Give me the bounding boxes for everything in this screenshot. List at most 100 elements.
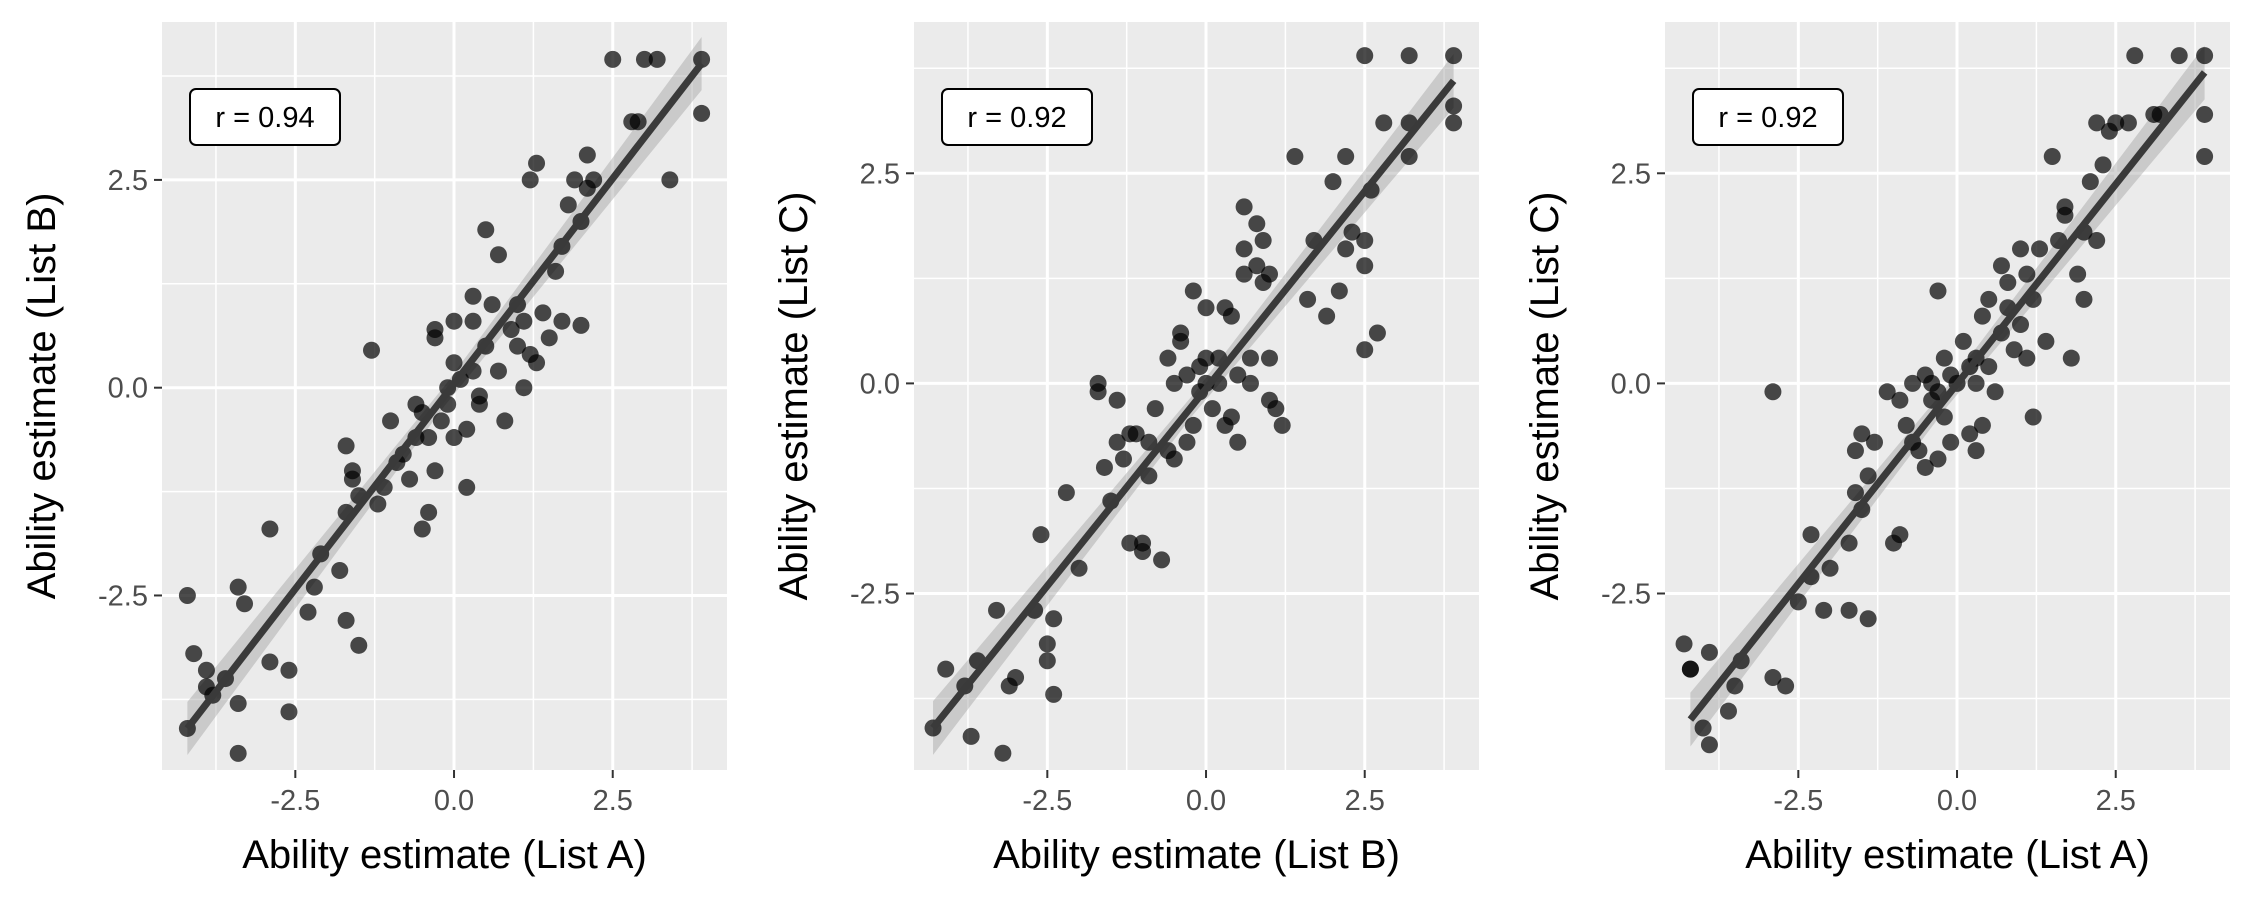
data-point — [1299, 290, 1317, 308]
data-point — [502, 321, 520, 339]
correlation-annotation: r = 0.92 — [967, 102, 1066, 134]
data-point — [534, 304, 552, 322]
data-point — [1095, 458, 1113, 476]
y-tick-label: 2.5 — [1611, 158, 1651, 190]
data-point — [420, 429, 438, 447]
data-point — [1897, 416, 1915, 434]
data-point — [2069, 265, 2087, 283]
y-tick-label: -2.5 — [1601, 579, 1651, 611]
data-point — [1178, 433, 1196, 451]
data-point — [540, 329, 558, 347]
data-point — [1127, 425, 1145, 443]
data-point — [2075, 290, 2093, 308]
data-point — [1980, 290, 1998, 308]
data-point — [1821, 559, 1839, 577]
data-point — [988, 601, 1006, 619]
x-tick-label: -2.5 — [270, 785, 320, 817]
data-point — [2196, 147, 2214, 165]
data-point — [1241, 349, 1259, 367]
correlation-annotation: r = 0.92 — [1718, 102, 1817, 134]
data-point — [337, 611, 355, 629]
data-point — [2018, 265, 2036, 283]
panel-1: -2.5 0.0 2.5 -2.5 0.0 2.5 Ability estimate (Li… — [20, 22, 727, 877]
data-point — [1356, 257, 1374, 275]
data-point — [1891, 526, 1909, 544]
data-point — [178, 586, 196, 604]
data-point — [2196, 105, 2214, 123]
data-point — [2037, 332, 2055, 350]
data-point — [1445, 97, 1463, 115]
data-point — [1229, 433, 1247, 451]
data-point — [1045, 610, 1063, 628]
data-point — [994, 744, 1012, 762]
data-point — [1318, 307, 1336, 325]
data-point — [2012, 316, 2030, 334]
data-point — [1337, 147, 1355, 165]
data-point — [1368, 324, 1386, 342]
data-point — [1891, 391, 1909, 409]
data-point — [489, 362, 507, 380]
data-point — [1935, 349, 1953, 367]
data-point — [547, 262, 565, 280]
y-axis-title: Ability estimate (List C) — [772, 192, 816, 601]
data-point — [1273, 416, 1291, 434]
data-point — [1241, 374, 1259, 392]
regression-line — [930, 78, 1457, 731]
data-point — [1032, 526, 1050, 544]
panel-3: -2.5 0.0 2.5 -2.5 0.0 2.5 Ability estimate (Li… — [1523, 22, 2230, 877]
data-point — [1726, 677, 1744, 695]
data-point — [343, 470, 361, 488]
annotation-box — [941, 88, 1093, 146]
panel-2: -2.5 0.0 2.5 -2.5 0.0 2.5 Ability estimate (Li… — [772, 22, 1479, 877]
data-point — [1261, 349, 1279, 367]
data-point — [1777, 677, 1795, 695]
data-point — [1184, 416, 1202, 434]
data-point — [305, 578, 323, 596]
data-point — [1859, 610, 1877, 628]
data-point — [1197, 349, 1215, 367]
data-point — [2107, 114, 2125, 132]
x-tick-label: 0.0 — [1937, 785, 1977, 817]
data-point — [489, 246, 507, 264]
data-point — [1108, 433, 1126, 451]
data-point — [1153, 551, 1171, 569]
data-point — [1859, 467, 1877, 485]
data-point — [2119, 114, 2137, 132]
x-tick-label: 0.0 — [1186, 785, 1226, 817]
data-point — [937, 660, 955, 678]
data-point — [1840, 601, 1858, 619]
data-point — [1719, 702, 1737, 720]
data-point — [604, 50, 622, 68]
data-point — [1910, 442, 1928, 460]
data-point — [1356, 47, 1374, 65]
x-axis-title: Ability estimate (List A) — [242, 833, 647, 877]
data-point — [1865, 433, 1883, 451]
y-tick-label: 0.0 — [860, 368, 900, 400]
data-point — [1159, 349, 1177, 367]
data-point — [458, 478, 476, 496]
data-point — [261, 653, 279, 671]
data-point — [1400, 147, 1418, 165]
data-point — [350, 636, 368, 654]
data-point — [1929, 282, 1947, 300]
data-point — [1967, 442, 1985, 460]
data-point — [559, 196, 577, 214]
data-point — [2094, 156, 2112, 174]
data-point — [1445, 114, 1463, 132]
data-point — [1904, 374, 1922, 392]
data-point — [261, 520, 279, 538]
data-point — [229, 695, 247, 713]
data-point — [2005, 341, 2023, 359]
data-point — [280, 703, 298, 721]
data-point — [1070, 559, 1088, 577]
data-point — [362, 341, 380, 359]
data-point — [432, 412, 450, 430]
data-point — [1929, 450, 1947, 468]
data-point — [2050, 232, 2068, 250]
data-point — [1878, 383, 1896, 401]
data-point — [635, 50, 653, 68]
data-point — [2056, 206, 2074, 224]
x-tick-label: 0.0 — [434, 785, 474, 817]
data-point — [1222, 408, 1240, 426]
